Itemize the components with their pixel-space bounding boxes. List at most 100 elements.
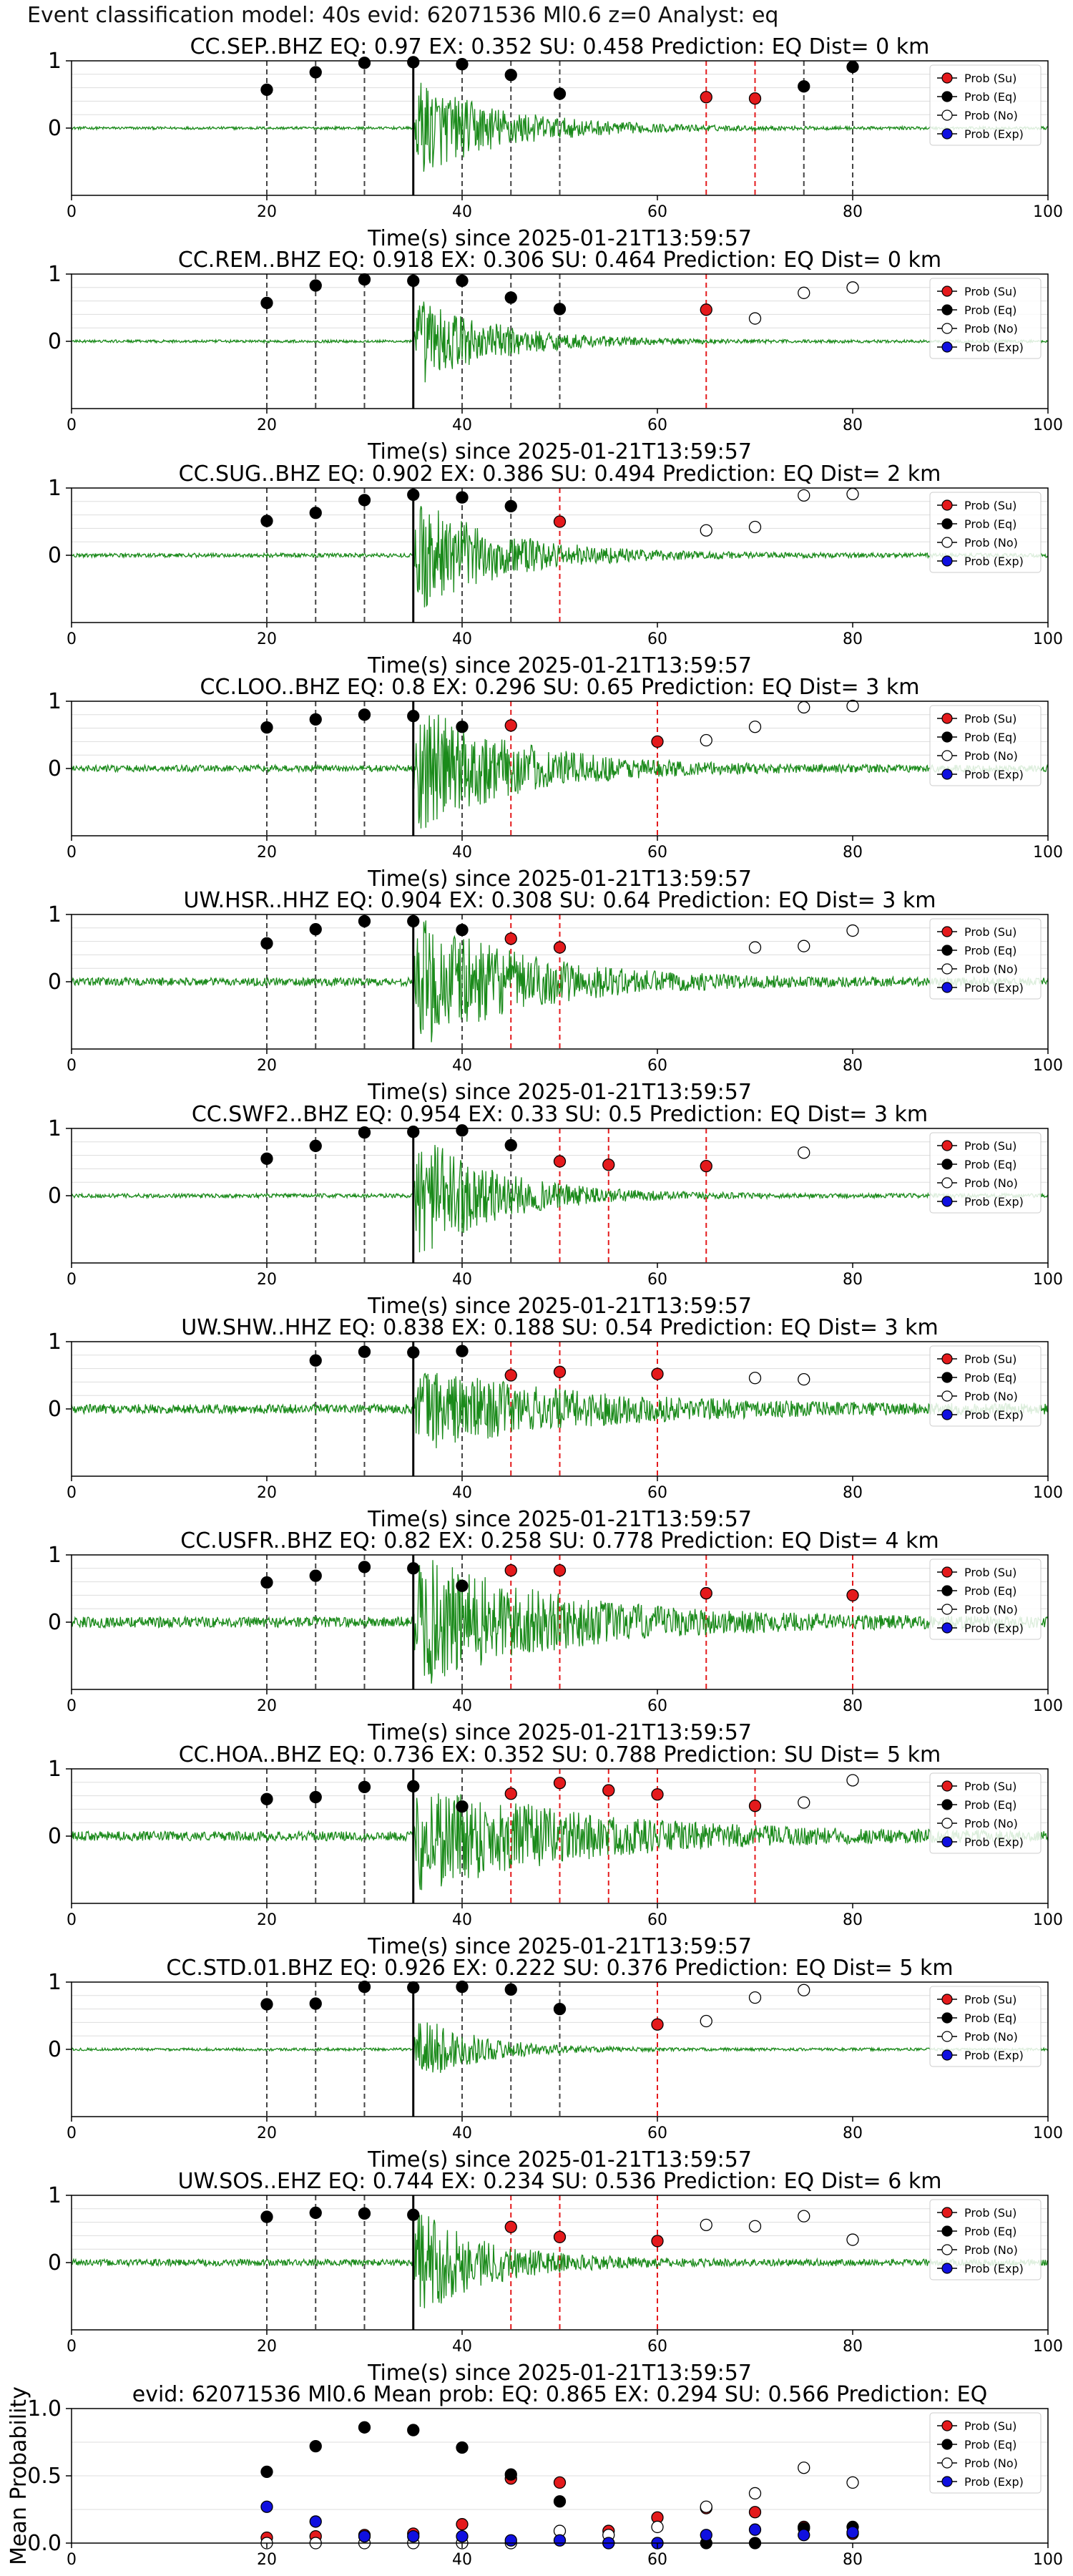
su-prob-point	[700, 1586, 712, 1600]
no-prob-point	[846, 2233, 859, 2246]
legend-marker	[941, 2244, 953, 2255]
legend-label: Prob (No)	[964, 322, 1018, 336]
legend-label: Prob (Eq)	[964, 1158, 1016, 1171]
legend-box	[929, 1558, 1042, 1640]
no-prob-point	[798, 1372, 810, 1386]
legend-marker	[941, 286, 953, 297]
x-tick-label: 20	[257, 630, 277, 648]
legend-label: Prob (Su)	[964, 2206, 1016, 2220]
x-tick-label: 60	[647, 630, 667, 648]
y-tick-label: 0	[48, 1184, 62, 1209]
no-prob-point	[748, 1991, 762, 2004]
waveform	[71, 1145, 1049, 1253]
legend-label: Prob (Exp)	[964, 127, 1024, 141]
legend-marker	[941, 2457, 953, 2469]
su-prob-point	[504, 719, 517, 732]
x-tick-label: 40	[452, 203, 472, 221]
no-prob-point	[700, 2500, 712, 2513]
legend-label: Prob (Eq)	[964, 1584, 1016, 1598]
legend-marker	[941, 1799, 953, 1810]
x-tick-label: 60	[647, 1271, 667, 1289]
x-tick-label: 40	[452, 1484, 472, 1502]
su-prob-point	[651, 1788, 664, 1801]
eq-prob-point	[358, 494, 371, 507]
x-tick-label: 40	[452, 2551, 472, 2569]
legend-marker	[941, 341, 953, 353]
legend-label: Prob (No)	[964, 1817, 1018, 1830]
y-tick-label: 1	[48, 1543, 62, 1568]
legend-label: Prob (Exp)	[964, 1835, 1024, 1849]
legend-marker	[941, 2225, 953, 2237]
y-tick-label: 1	[48, 1116, 62, 1141]
subplot-title: UW.HSR..HHZ EQ: 0.904 EX: 0.308 SU: 0.64…	[183, 888, 936, 913]
x-tick-label: 40	[452, 1271, 472, 1289]
subplot-11: UW.SOS..EHZ EQ: 0.744 EX: 0.234 SU: 0.53…	[48, 2169, 1063, 2386]
legend-label: Prob (Exp)	[964, 341, 1024, 354]
waveform	[71, 920, 1049, 1043]
legend-label: Prob (Su)	[964, 1352, 1016, 1366]
subplot-5: UW.HSR..HHZ EQ: 0.904 EX: 0.308 SU: 0.64…	[48, 888, 1063, 1105]
eq-prob-point	[504, 1983, 517, 1996]
legend-label: Prob (No)	[964, 962, 1018, 976]
legend-marker	[941, 713, 953, 724]
x-tick-label: 60	[647, 203, 667, 221]
x-tick-label: 0	[67, 203, 77, 221]
eq-prob-point	[504, 291, 517, 304]
legend-label: Prob (Eq)	[964, 731, 1016, 744]
x-tick-label: 0	[67, 416, 77, 434]
x-tick-label: 40	[452, 2124, 472, 2142]
eq-prob-point	[456, 58, 469, 71]
su-prob-point	[700, 91, 712, 104]
legend-label: Prob (Exp)	[964, 1621, 1024, 1635]
legend: Prob (Su) Prob (Eq) Prob (No) Prob (Exp)	[929, 1132, 1042, 1214]
exp-prob-point	[309, 2515, 322, 2528]
eq-prob-point	[309, 713, 322, 726]
y-tick-label: 0.0	[27, 2531, 62, 2556]
eq-prob-point	[407, 56, 420, 69]
x-axis-label: Time(s) since 2025-01-21T13:59:57	[367, 226, 752, 251]
no-prob-point	[748, 721, 762, 733]
no-prob-point	[798, 1796, 810, 1809]
x-tick-label: 100	[1033, 1697, 1063, 1715]
x-tick-label: 100	[1033, 1911, 1063, 1929]
legend-label: Prob (No)	[964, 1603, 1018, 1616]
x-tick-label: 100	[1033, 2551, 1063, 2569]
x-tick-label: 40	[452, 1911, 472, 1929]
x-tick-label: 100	[1033, 630, 1063, 648]
eq-prob-point	[456, 491, 469, 504]
y-tick-label: 0	[48, 2250, 62, 2275]
no-prob-point	[748, 2220, 762, 2233]
legend-marker	[941, 1140, 953, 1151]
x-tick-label: 80	[843, 1271, 863, 1289]
exp-prob-point	[456, 2529, 469, 2543]
legend-box	[929, 1132, 1042, 1214]
eq-prob-point	[260, 514, 273, 527]
no-prob-point	[748, 312, 762, 325]
x-tick-label: 0	[67, 2124, 77, 2142]
legend-label: Prob (Su)	[964, 1139, 1016, 1153]
waveform	[71, 714, 1049, 829]
x-tick-label: 40	[452, 844, 472, 862]
no-prob-point	[846, 699, 859, 713]
legend-marker	[941, 2439, 953, 2450]
x-tick-label: 20	[257, 1484, 277, 1502]
eq-prob-point	[846, 60, 859, 74]
x-tick-label: 20	[257, 1271, 277, 1289]
legend-marker	[941, 1177, 953, 1189]
figure-title: Event classification model: 40s evid: 62…	[27, 3, 779, 28]
su-prob-point	[456, 2518, 469, 2531]
su-prob-point	[504, 932, 517, 945]
y-tick-label: 0	[48, 543, 62, 568]
eq-prob-point	[309, 2206, 322, 2220]
x-axis-label: Time(s) since 2025-01-21T13:59:57	[367, 1934, 752, 1959]
eq-prob-point	[407, 914, 420, 928]
legend-box	[929, 2412, 1042, 2494]
eq-prob-point	[309, 1569, 322, 1582]
x-tick-label: 0	[67, 2338, 77, 2356]
legend: Prob (Su) Prob (Eq) Prob (No) Prob (Exp)	[929, 492, 1042, 573]
x-axis-label: Time(s) since 2025-01-21T13:59:57	[367, 1720, 752, 1745]
no-prob-point	[798, 2462, 810, 2474]
y-tick-label: 1	[48, 1757, 62, 1782]
legend-marker	[941, 982, 953, 993]
su-prob-point	[553, 1155, 567, 1168]
